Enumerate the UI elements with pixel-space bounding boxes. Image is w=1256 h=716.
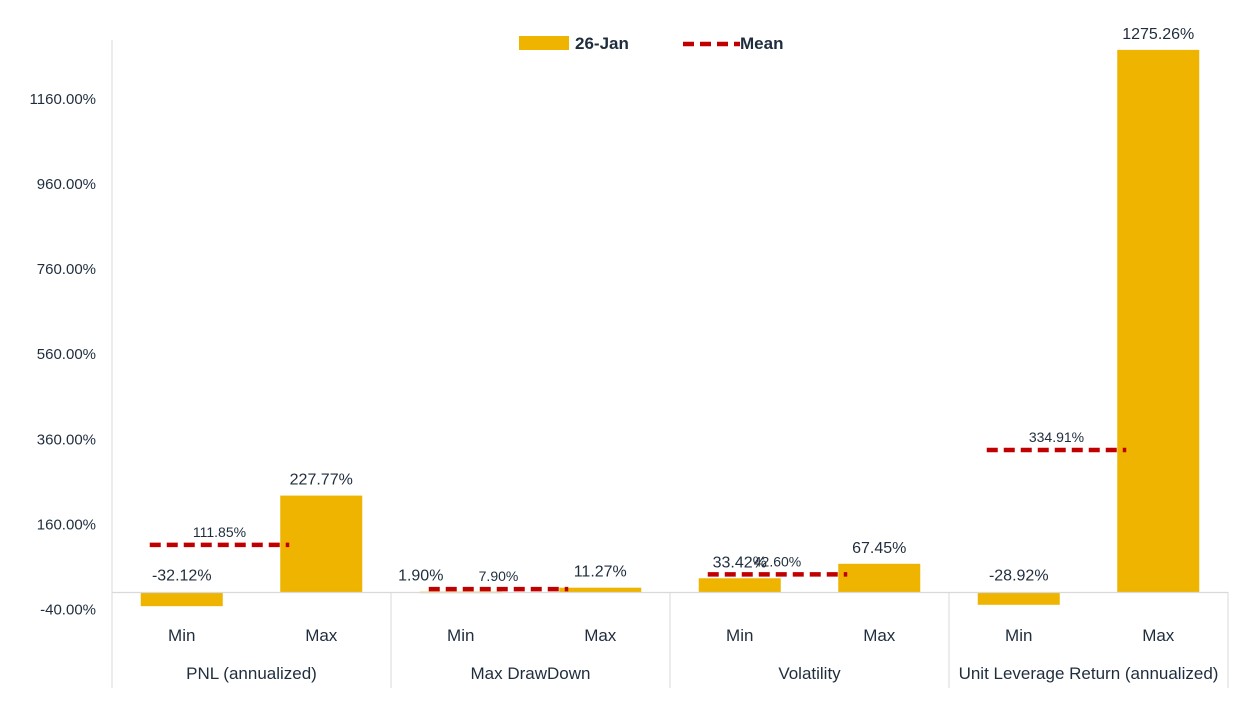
category-label: Max — [863, 626, 896, 645]
y-tick-label: 1160.00% — [30, 91, 96, 108]
bar-max — [838, 563, 921, 593]
category-label: Min — [1005, 626, 1032, 645]
bar-max — [280, 495, 363, 593]
y-tick-label: -40.00% — [40, 602, 96, 619]
group-label: Volatility — [778, 664, 841, 683]
data-label: 67.45% — [852, 540, 906, 557]
data-label: 1275.26% — [1122, 26, 1194, 43]
data-label: 11.27% — [574, 564, 627, 581]
bar-min — [977, 592, 1060, 605]
y-tick-label: 760.00% — [37, 261, 96, 278]
category-label: Min — [726, 626, 753, 645]
category-label: Max — [305, 626, 338, 645]
y-tick-label: 560.00% — [37, 346, 96, 363]
category-label: Max — [1142, 626, 1175, 645]
category-label: Max — [584, 626, 617, 645]
legend-label: 26-Jan — [575, 34, 629, 53]
y-axis: 1160.00% 960.00% 760.00% 560.00% 360.00% 160.… — [30, 40, 113, 688]
mean-label: 42.60% — [754, 553, 801, 569]
mean-label: 334.91% — [1029, 429, 1084, 445]
legend: 26-Jan Mean — [519, 34, 783, 53]
group-3: -28.92% 1275.26% 334.91% — [977, 26, 1200, 605]
bar-max — [1117, 49, 1200, 593]
plot-area: -32.12% 227.77% 111.85% 1.90% 11.27% 7.90% 33.… — [140, 26, 1200, 607]
data-label: -28.92% — [989, 568, 1049, 585]
group-label: PNL (annualized) — [186, 664, 317, 683]
legend-swatch-bar — [519, 36, 569, 50]
bar-min — [698, 578, 781, 593]
data-label: 33.42% — [713, 554, 767, 571]
bar-min — [140, 592, 223, 607]
data-label: -32.12% — [152, 568, 212, 585]
y-tick-label: 160.00% — [37, 516, 96, 533]
data-label: 1.90% — [398, 568, 443, 585]
bar-max — [559, 587, 642, 593]
mean-label: 7.90% — [479, 568, 519, 584]
legend-label: Mean — [740, 34, 783, 53]
mean-label: 111.85% — [193, 524, 246, 540]
y-tick-label: 960.00% — [37, 176, 96, 193]
y-tick-label: 360.00% — [37, 431, 96, 448]
group-1: 1.90% 11.27% 7.90% — [398, 564, 642, 594]
group-label: Max DrawDown — [471, 664, 591, 683]
category-label: Min — [447, 626, 474, 645]
group-0: -32.12% 227.77% 111.85% — [140, 472, 363, 607]
category-label: Min — [168, 626, 195, 645]
group-label: Unit Leverage Return (annualized) — [959, 664, 1219, 683]
group-2: 33.42% 67.45% 42.60% — [698, 540, 921, 593]
x-axis: Min Max PNL (annualized) Min Max Max DrawDown… — [112, 591, 1229, 688]
data-label: 227.77% — [290, 472, 353, 489]
